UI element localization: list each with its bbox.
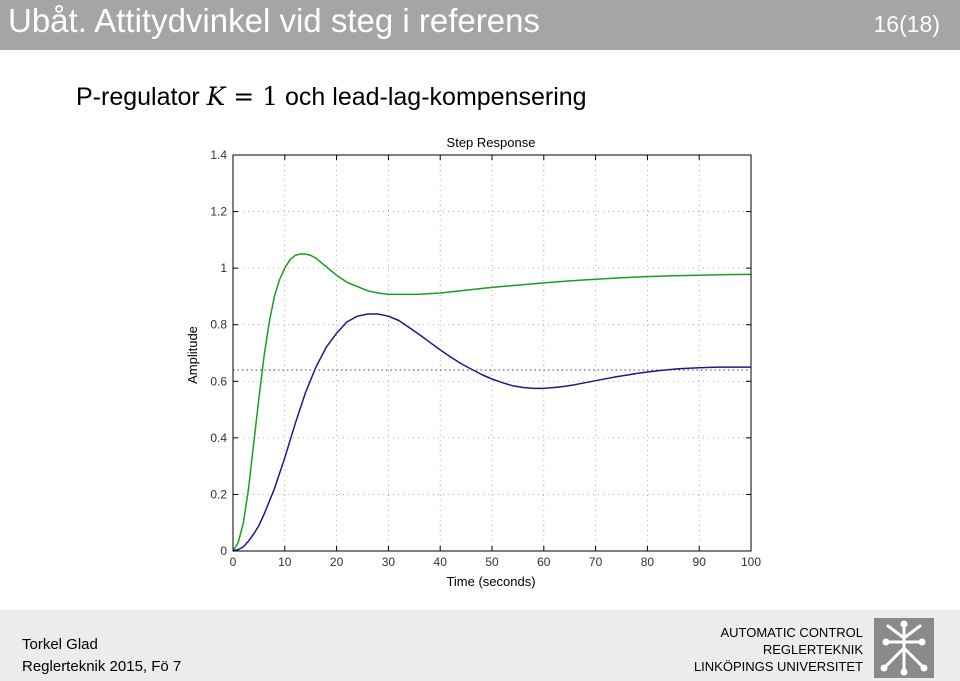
y-tick-label: 1.4 xyxy=(210,148,227,162)
footer-org-line3: LINKÖPINGS UNIVERSITET xyxy=(693,659,863,674)
slide-subtitle: P-regulator K = 1 och lead-lag-kompenser… xyxy=(76,82,587,112)
x-tick-label: 80 xyxy=(641,555,655,569)
series-line-2 xyxy=(232,313,751,552)
x-tick-label: 40 xyxy=(434,555,448,569)
subtitle-math: K = 1 xyxy=(207,82,278,111)
y-tick-label: 1 xyxy=(220,261,227,275)
chart-plot-frame xyxy=(232,154,752,552)
x-tick-label: 30 xyxy=(382,555,396,569)
x-tick-label: 20 xyxy=(330,555,344,569)
chart-x-axis-label: Time (seconds) xyxy=(446,574,535,589)
footer-course: Reglerteknik 2015, Fö 7 xyxy=(22,658,182,675)
chart-title: Step Response xyxy=(447,135,536,150)
step-response-chart: Step Response Time (seconds) Amplitude 0… xyxy=(185,135,761,589)
series-line-1 xyxy=(232,253,752,552)
y-tick-label: 0.4 xyxy=(210,431,227,445)
subtitle-math-var: K xyxy=(206,82,226,111)
subtitle-text-before: P-regulator xyxy=(76,83,207,111)
chart-ticks: 0 10 20 30 40 50 60 70 80 90 100 0 0.2 0.4 0.6 0.8 1 1.2 1… xyxy=(210,148,761,569)
slide-header: Ubåt. Attitydvinkel vid steg i referens … xyxy=(0,0,960,50)
y-tick-label: 0 xyxy=(220,544,227,558)
x-tick-label: 70 xyxy=(589,555,603,569)
x-tick-label: 10 xyxy=(278,555,292,569)
y-tick-label: 0.6 xyxy=(210,374,227,388)
x-tick-label: 0 xyxy=(230,555,237,569)
x-tick-label: 60 xyxy=(537,555,551,569)
footer-org-line2: REGLERTEKNIK xyxy=(762,642,863,657)
chart-grid xyxy=(233,155,751,551)
y-tick-label: 1.2 xyxy=(210,205,227,219)
subtitle-math-rest: = 1 xyxy=(225,82,279,111)
y-tick-label: 0.8 xyxy=(210,318,227,332)
slide-title: Ubåt. Attitydvinkel vid steg i referens xyxy=(8,2,540,39)
chart-series-group xyxy=(232,253,752,552)
x-tick-label: 100 xyxy=(741,555,761,569)
subtitle-text-after: och lead-lag-kompensering xyxy=(278,83,587,111)
x-tick-label: 90 xyxy=(693,555,707,569)
chart-y-axis-label: Amplitude xyxy=(185,326,200,384)
slide-number: 16(18) xyxy=(873,11,940,37)
y-tick-label: 0.2 xyxy=(210,487,227,501)
slide-footer: Torkel Glad Reglerteknik 2015, Fö 7 AUTO… xyxy=(0,610,960,681)
liu-logo-icon xyxy=(874,618,934,678)
x-tick-label: 50 xyxy=(485,555,499,569)
footer-author: Torkel Glad xyxy=(22,636,98,653)
footer-org-line1: AUTOMATIC CONTROL xyxy=(720,625,863,640)
